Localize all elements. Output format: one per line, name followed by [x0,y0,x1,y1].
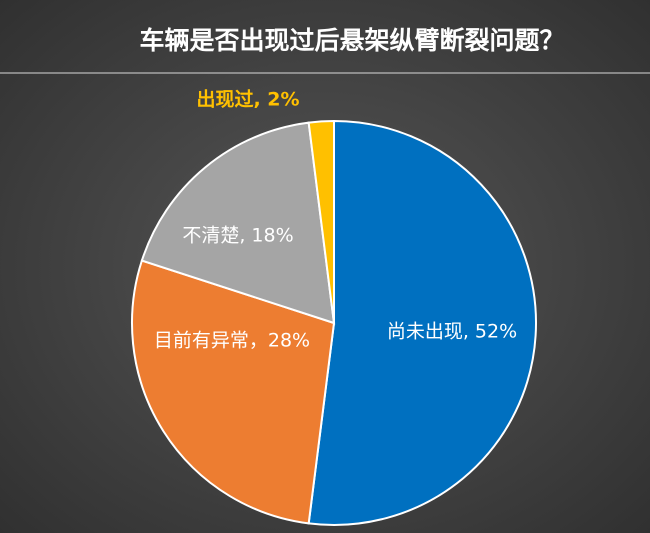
pie-slice [307,119,537,526]
data-label: 出现过, 2% [196,88,299,111]
data-label: 不清楚, 18% [182,225,293,247]
chart-title: 车辆是否出现过后悬架纵臂断裂问题？ [139,26,564,55]
pie-slice [140,121,336,325]
data-label: 尚未出现, 52% [387,321,517,343]
pie-slice [307,119,335,324]
pie-slice [131,259,336,525]
data-label: 目前有异常，28% [154,330,310,352]
